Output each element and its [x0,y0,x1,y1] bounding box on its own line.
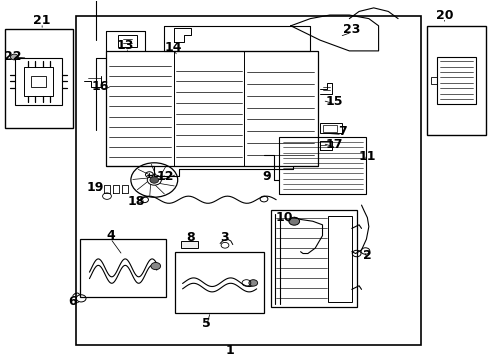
Bar [430,77,436,84]
Text: 16: 16 [92,80,109,93]
Bar [105,51,317,166]
Text: 8: 8 [186,231,195,244]
Text: 9: 9 [262,170,270,183]
Text: 5: 5 [202,317,210,330]
Bar [181,241,198,248]
Bar [271,211,356,307]
Circle shape [288,217,299,225]
Text: 22: 22 [4,50,21,63]
Text: 12: 12 [157,170,174,183]
Text: 13: 13 [116,39,133,52]
Circle shape [248,280,257,286]
Bar [24,67,53,96]
Text: 15: 15 [325,95,343,108]
Text: 20: 20 [435,9,452,22]
Text: 2: 2 [362,249,371,262]
Text: 6: 6 [68,296,77,309]
Text: 18: 18 [127,195,144,208]
Text: 4: 4 [106,229,115,242]
Bar [320,123,341,134]
Bar [278,137,366,194]
Text: 11: 11 [358,150,375,163]
Bar [80,239,166,297]
Circle shape [10,54,18,60]
Text: 19: 19 [86,181,103,194]
Bar [76,16,420,345]
Text: 1: 1 [225,344,234,357]
Circle shape [150,177,158,183]
Text: 14: 14 [165,41,182,54]
Text: 21: 21 [33,14,51,27]
Bar [328,216,351,302]
Bar [31,76,46,87]
Text: 7: 7 [337,125,346,138]
Bar [175,252,264,313]
Bar [436,57,475,104]
Text: 3: 3 [220,231,229,244]
Text: 10: 10 [275,211,293,224]
Text: 17: 17 [325,138,343,150]
Bar [323,126,336,132]
Bar [118,35,137,47]
Bar [427,26,485,135]
Bar [15,58,62,105]
Circle shape [151,262,160,270]
Text: 23: 23 [343,23,360,36]
Bar [4,30,73,128]
